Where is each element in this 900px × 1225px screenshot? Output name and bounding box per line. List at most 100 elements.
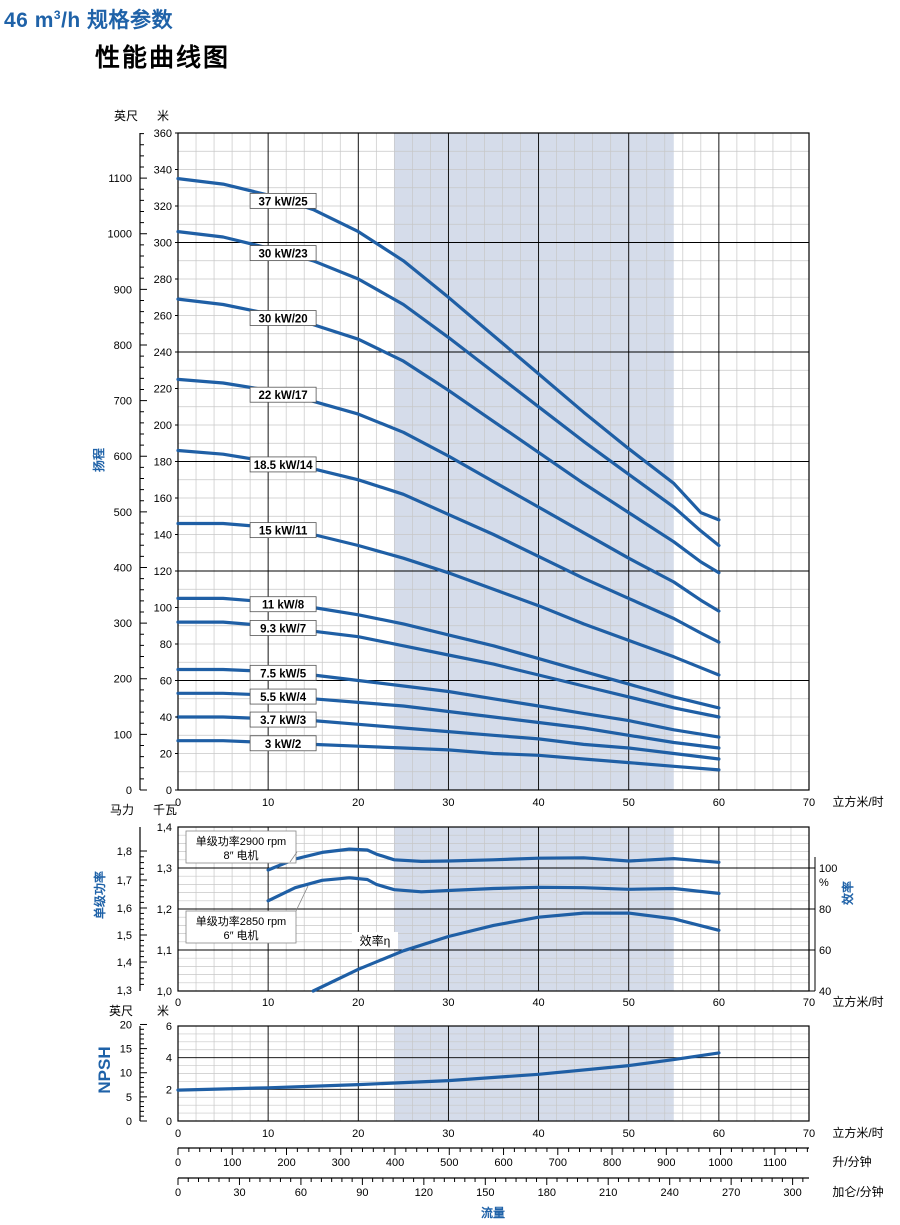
power-curve (266, 876, 721, 903)
x-tick-label: 40 (532, 797, 544, 809)
x-tick-label: 50 (623, 997, 635, 1009)
x-tick-label: 20 (352, 997, 364, 1009)
feet-tick-label: 0 (126, 1116, 132, 1128)
kw-tick-label: 1,2 (157, 904, 172, 916)
eff-tick-label: 80 (819, 904, 831, 916)
feet-tick-label: 0 (126, 785, 132, 797)
x-tick-label: 60 (713, 1128, 725, 1140)
series-label-text: 效率η (360, 933, 391, 948)
power-axis-title: 单级功率 (92, 871, 107, 919)
series-label-text: 11 kW/8 (262, 600, 305, 612)
lpm-tick-label: 0 (175, 1157, 181, 1169)
y-tick-label: 240 (154, 347, 172, 359)
x-tick-label: 50 (623, 1128, 635, 1140)
y-tick-label: 0 (166, 1116, 172, 1128)
x-tick-label: 0 (175, 1128, 181, 1140)
series-label: 3.7 kW/3 (249, 711, 317, 728)
x-tick-label: 30 (442, 797, 454, 809)
hp-tick-label: 1,3 (117, 985, 132, 997)
feet-unit-label: 英尺 (114, 109, 138, 123)
lpm-tick-label: 600 (494, 1157, 512, 1169)
eff-unit-label: % (819, 877, 829, 889)
y-tick-label: 100 (154, 603, 172, 615)
eff-tick-label: 100 (819, 863, 837, 875)
lpm-tick-label: 400 (386, 1157, 404, 1169)
x-tick-label: 10 (262, 1128, 274, 1140)
x-tick-label: 30 (442, 997, 454, 1009)
series-label: 30 kW/23 (249, 245, 317, 261)
y-tick-label: 280 (154, 274, 172, 286)
gpm-tick-label: 210 (599, 1187, 617, 1199)
series-label: 37 kW/25 (249, 192, 317, 209)
x-tick-label: 10 (262, 797, 274, 809)
feet-tick-label: 1100 (108, 173, 132, 185)
lpm-tick-label: 800 (603, 1157, 621, 1169)
y-tick-label: 4 (166, 1053, 172, 1065)
series-label: 7.5 kW/5 (249, 664, 317, 681)
x-tick-label: 60 (713, 797, 725, 809)
kw-tick-label: 1,0 (157, 986, 172, 998)
feet-tick-label: 400 (114, 562, 132, 574)
series-label: 9.3 kW/7 (249, 620, 317, 636)
y-tick-label: 160 (154, 493, 172, 505)
y-tick-label: 300 (154, 238, 172, 250)
series-label: 5.5 kW/4 (249, 688, 317, 705)
gpm-tick-label: 150 (476, 1187, 494, 1199)
hp-unit-label: 马力 (110, 803, 134, 817)
page-title: 46 m3/h 规格参数 (4, 8, 174, 32)
feet-tick-label: 20 (120, 1019, 132, 1031)
gpm-tick-label: 0 (175, 1187, 181, 1199)
x-tick-label: 60 (713, 997, 725, 1009)
series-label: 15 kW/11 (249, 522, 317, 539)
feet-tick-label: 1000 (108, 229, 132, 241)
power-curve (266, 847, 721, 872)
gpm-tick-label: 90 (356, 1187, 368, 1199)
hp-tick-label: 1,7 (117, 875, 132, 887)
series-label-box (249, 522, 317, 539)
series-label-box (249, 596, 317, 613)
lpm-tick-label: 1100 (763, 1157, 787, 1169)
series-label-box (352, 932, 398, 949)
lpm-tick-label: 500 (440, 1157, 458, 1169)
feet-tick-label: 5 (126, 1092, 132, 1104)
series-label-text: 单级功率2850 rpm (196, 914, 286, 928)
series-label: 22 kW/17 (249, 386, 317, 403)
series-label-text: 7.5 kW/5 (260, 668, 307, 680)
y-tick-label: 200 (154, 420, 172, 432)
series-label-text: 单级功率2900 rpm (196, 834, 286, 848)
series-label-box (185, 910, 297, 944)
npsh-curve (176, 1051, 721, 1092)
lpm-tick-label: 900 (657, 1157, 675, 1169)
meter-unit-label: 米 (157, 109, 169, 123)
y-tick-label: 6 (166, 1021, 172, 1033)
series-label-text: 8″ 电机 (223, 848, 258, 862)
kw-unit-label: 千瓦 (153, 803, 177, 817)
feet-tick-label: 300 (114, 618, 132, 630)
series-label-text: 22 kW/17 (258, 390, 307, 402)
series-label-box (249, 192, 317, 209)
feet-tick-label: 600 (114, 451, 132, 463)
lpm-unit-label: 升/分钟 (832, 1154, 871, 1169)
feet-tick-label: 100 (114, 729, 132, 741)
x-unit-label: 立方米/时 (832, 794, 883, 809)
feet-tick-label: 200 (114, 674, 132, 686)
lpm-tick-label: 300 (332, 1157, 350, 1169)
y-tick-label: 2 (166, 1084, 172, 1096)
y-tick-label: 40 (160, 712, 172, 724)
gpm-tick-label: 30 (233, 1187, 245, 1199)
y-tick-label: 80 (160, 639, 172, 651)
series-label: 11 kW/8 (249, 596, 317, 613)
series-label-text: 18.5 kW/14 (254, 460, 313, 472)
x-tick-label: 10 (262, 997, 274, 1009)
gpm-tick-label: 120 (415, 1187, 433, 1199)
y-tick-label: 120 (154, 566, 172, 578)
series-label: 3 kW/2 (249, 735, 317, 752)
y-tick-label: 60 (160, 676, 172, 688)
feet-tick-label: 800 (114, 340, 132, 352)
lpm-tick-label: 100 (223, 1157, 241, 1169)
series-label-text: 9.3 kW/7 (260, 623, 306, 635)
series-label-box (249, 735, 317, 752)
feet-tick-label: 700 (114, 396, 132, 408)
series-label: 效率η (352, 932, 398, 949)
